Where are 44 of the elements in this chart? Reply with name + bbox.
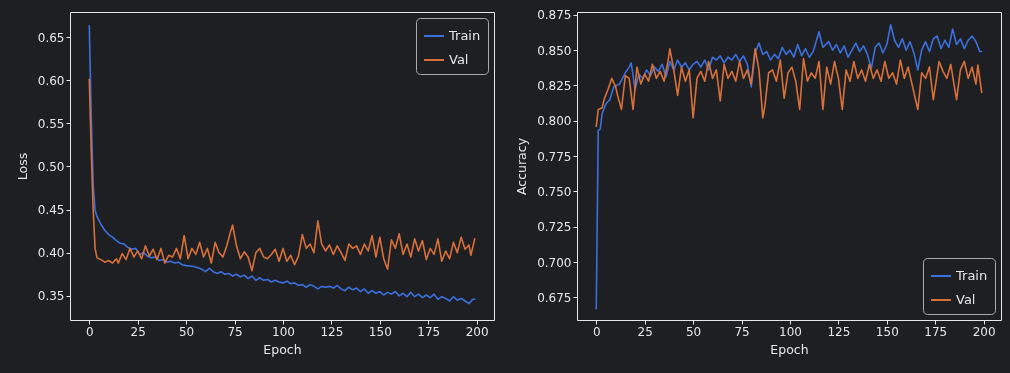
x-tick-label: 150 [368, 324, 392, 339]
x-tick-label: 0 [592, 324, 601, 339]
line-series [595, 47, 983, 128]
x-tick-label: 50 [685, 324, 702, 339]
x-tick-label: 175 [924, 324, 948, 339]
x-tick-label: 125 [827, 324, 851, 339]
x-tick-label: 200 [972, 324, 996, 339]
x-tick-label: 25 [637, 324, 653, 339]
y-tick-label: 0.40 [37, 246, 65, 261]
x-tick-label: 50 [178, 324, 195, 339]
y-axis-title: Accuracy [514, 137, 530, 196]
y-tick-label: 0.875 [537, 8, 572, 23]
y-tick-label: 0.45 [37, 203, 65, 218]
x-tick-label: 25 [130, 324, 146, 339]
y-tick-label: 0.800 [537, 114, 572, 129]
x-tick-label: 150 [875, 324, 899, 339]
x-tick-label: 75 [734, 324, 750, 339]
y-tick-label: 0.725 [537, 220, 572, 235]
y-axis-title: Loss [14, 152, 30, 181]
x-tick-label: 0 [85, 324, 94, 339]
legend-label: Train [448, 28, 481, 43]
y-tick-label: 0.750 [537, 184, 572, 199]
y-tick-label: 0.775 [537, 149, 572, 164]
x-tick-label: 200 [465, 324, 489, 339]
x-tick-label: 175 [417, 324, 441, 339]
x-tick-label: 75 [227, 324, 243, 339]
x-tick-label: 125 [320, 324, 344, 339]
y-tick-label: 0.825 [537, 78, 572, 93]
legend-label: Val [449, 52, 469, 67]
legend-label: Train [955, 268, 988, 283]
line-series [88, 78, 476, 272]
y-tick-label: 0.60 [37, 73, 65, 88]
x-tick-label: 100 [779, 324, 802, 339]
y-tick-label: 0.35 [37, 289, 65, 304]
x-axis-title: Epoch [263, 341, 302, 357]
x-axis-title: Epoch [770, 341, 809, 357]
legend-label: Val [956, 292, 976, 307]
y-tick-label: 0.55 [37, 116, 65, 131]
y-tick-label: 0.700 [537, 255, 572, 270]
y-tick-label: 0.850 [537, 43, 572, 58]
y-tick-label: 0.675 [537, 290, 572, 305]
y-tick-label: 0.50 [37, 159, 65, 174]
y-tick-label: 0.65 [37, 30, 65, 45]
x-tick-label: 100 [272, 324, 295, 339]
